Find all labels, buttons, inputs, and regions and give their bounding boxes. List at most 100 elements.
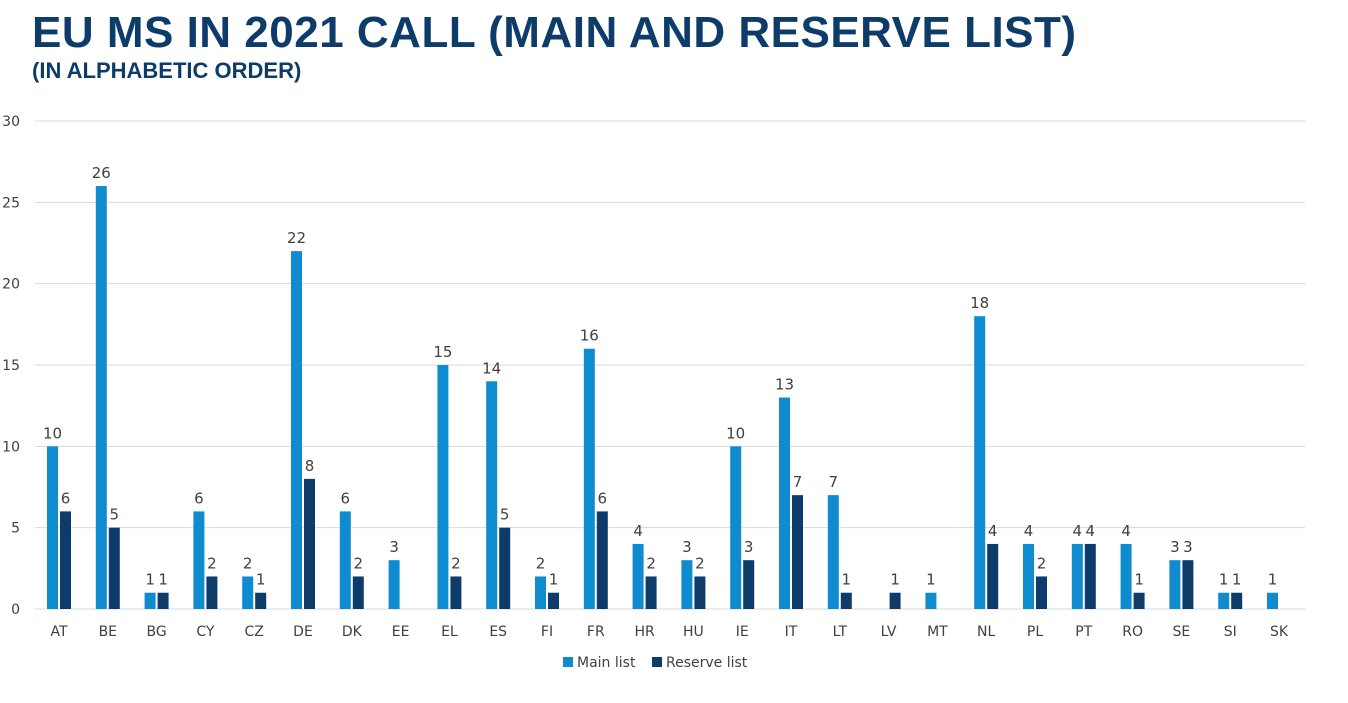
reserve-list-label-cy: 2	[207, 554, 217, 572]
x-tick-label: LV	[881, 624, 897, 640]
main-list-bar-lt	[827, 495, 839, 609]
reserve-list-bar-lv	[889, 592, 901, 609]
reserve-list-bar-it	[792, 495, 803, 609]
reserve-list-bar-dk	[352, 576, 364, 609]
reserve-list-bar-hr	[645, 576, 657, 609]
x-tick-label: LT	[833, 624, 848, 640]
reserve-list-label-at: 6	[61, 489, 71, 507]
main-list-bar-nl	[974, 316, 986, 609]
main-list-bar-be	[95, 186, 107, 610]
x-tick-label: NL	[977, 624, 995, 640]
main-list-bar-es	[486, 381, 498, 609]
main-list-label-cy: 6	[194, 489, 204, 507]
reserve-list-label-pt: 4	[1086, 522, 1096, 540]
y-tick-label: 30	[2, 114, 20, 130]
main-list-label-el: 15	[433, 343, 452, 361]
main-list-bar-dk	[339, 511, 351, 609]
main-list-label-it: 13	[775, 376, 794, 394]
main-list-label-si: 1	[1219, 571, 1229, 589]
x-tick-label: SI	[1224, 624, 1237, 640]
y-axis: 0 5 10 15 20 25 30	[2, 114, 20, 618]
reserve-list-bar-cz	[255, 592, 267, 609]
main-list-label-mt: 1	[926, 571, 936, 589]
main-list-bar-ee	[388, 560, 400, 609]
x-tick-label: PL	[1027, 624, 1043, 640]
main-list-label-cz: 2	[243, 554, 253, 572]
x-tick-label: DK	[342, 624, 363, 640]
x-tick-label: CZ	[245, 624, 264, 640]
reserve-list-label-hr: 2	[646, 554, 656, 572]
main-list-label-ee: 3	[389, 538, 399, 556]
reserve-list-bar-fr	[596, 511, 608, 609]
main-list-label-lt: 7	[829, 473, 839, 491]
chart-subtitle: (IN ALPHABETIC ORDER)	[32, 58, 302, 83]
reserve-list-label-bg: 1	[158, 571, 168, 589]
x-tick-label: ES	[489, 624, 507, 640]
main-list-label-pl: 4	[1024, 522, 1034, 540]
main-list-label-ie: 10	[726, 424, 745, 442]
main-list-bar-cy	[193, 511, 205, 609]
x-tick-label: SE	[1173, 624, 1191, 640]
main-list-bar-pl	[1023, 543, 1034, 609]
x-tick-label: IE	[736, 624, 749, 640]
reserve-list-label-el: 2	[451, 554, 461, 572]
main-list-bar-de	[291, 251, 302, 609]
reserve-list-bar-se	[1182, 560, 1194, 609]
main-list-label-be: 26	[92, 164, 111, 182]
reserve-list-label-lt: 1	[842, 571, 852, 589]
legend-swatch-reserve-list	[652, 657, 662, 667]
reserve-list-bar-be	[108, 527, 120, 609]
reserve-list-label-it: 7	[793, 473, 803, 491]
reserve-list-label-dk: 2	[354, 554, 364, 572]
reserve-list-bar-ie	[743, 560, 755, 609]
reserve-list-label-lv: 1	[890, 571, 900, 589]
reserve-list-bar-lt	[840, 592, 852, 609]
main-list-bar-bg	[144, 592, 156, 609]
reserve-list-bar-de	[304, 478, 315, 609]
main-list-bar-si	[1218, 592, 1230, 609]
x-tick-label: PT	[1075, 624, 1092, 640]
main-list-label-hr: 4	[633, 522, 643, 540]
x-tick-label: BE	[99, 624, 117, 640]
y-tick-label: 25	[2, 195, 20, 211]
reserve-list-label-es: 5	[500, 506, 510, 524]
x-tick-label: FI	[541, 624, 553, 640]
x-tick-label: BG	[146, 624, 166, 640]
chart-title: EU MS IN 2021 CALL (MAIN AND RESERVE LIS…	[32, 8, 1077, 57]
main-list-label-at: 10	[43, 424, 62, 442]
main-list-label-nl: 18	[970, 294, 989, 312]
y-tick-label: 5	[11, 521, 20, 537]
x-tick-label: IT	[785, 624, 798, 640]
reserve-list-label-hu: 2	[695, 554, 705, 572]
main-list-label-fi: 2	[536, 554, 546, 572]
main-list-bar-mt	[925, 592, 937, 609]
legend: Main list Reserve list	[563, 655, 748, 671]
main-list-bar-at	[47, 446, 58, 609]
reserve-list-bar-nl	[987, 543, 999, 609]
reserve-list-label-be: 5	[110, 506, 120, 524]
reserve-list-label-fr: 6	[598, 489, 608, 507]
y-tick-label: 15	[2, 358, 20, 374]
reserve-list-label-ie: 3	[744, 538, 754, 556]
reserve-list-label-fi: 1	[549, 571, 559, 589]
legend-label-main-list: Main list	[577, 655, 636, 671]
main-list-bar-fi	[535, 576, 546, 609]
main-list-bar-fr	[583, 348, 595, 609]
main-list-bar-cz	[242, 576, 254, 609]
main-list-bar-el	[437, 365, 449, 609]
bars	[47, 186, 1278, 610]
reserve-list-label-cz: 1	[256, 571, 266, 589]
main-list-label-fr: 16	[580, 327, 599, 345]
main-list-bar-it	[779, 397, 790, 609]
main-list-bar-ro	[1120, 543, 1132, 609]
x-tick-label: MT	[927, 624, 948, 640]
x-tick-label: AT	[50, 624, 67, 640]
legend-swatch-main-list	[563, 657, 573, 667]
reserve-list-bar-si	[1231, 592, 1243, 609]
main-list-label-se: 3	[1170, 538, 1180, 556]
reserve-list-label-se: 3	[1183, 538, 1193, 556]
reserve-list-bar-el	[450, 576, 462, 609]
y-tick-label: 10	[2, 439, 20, 455]
reserve-list-bar-es	[499, 527, 511, 609]
reserve-list-label-si: 1	[1232, 571, 1242, 589]
